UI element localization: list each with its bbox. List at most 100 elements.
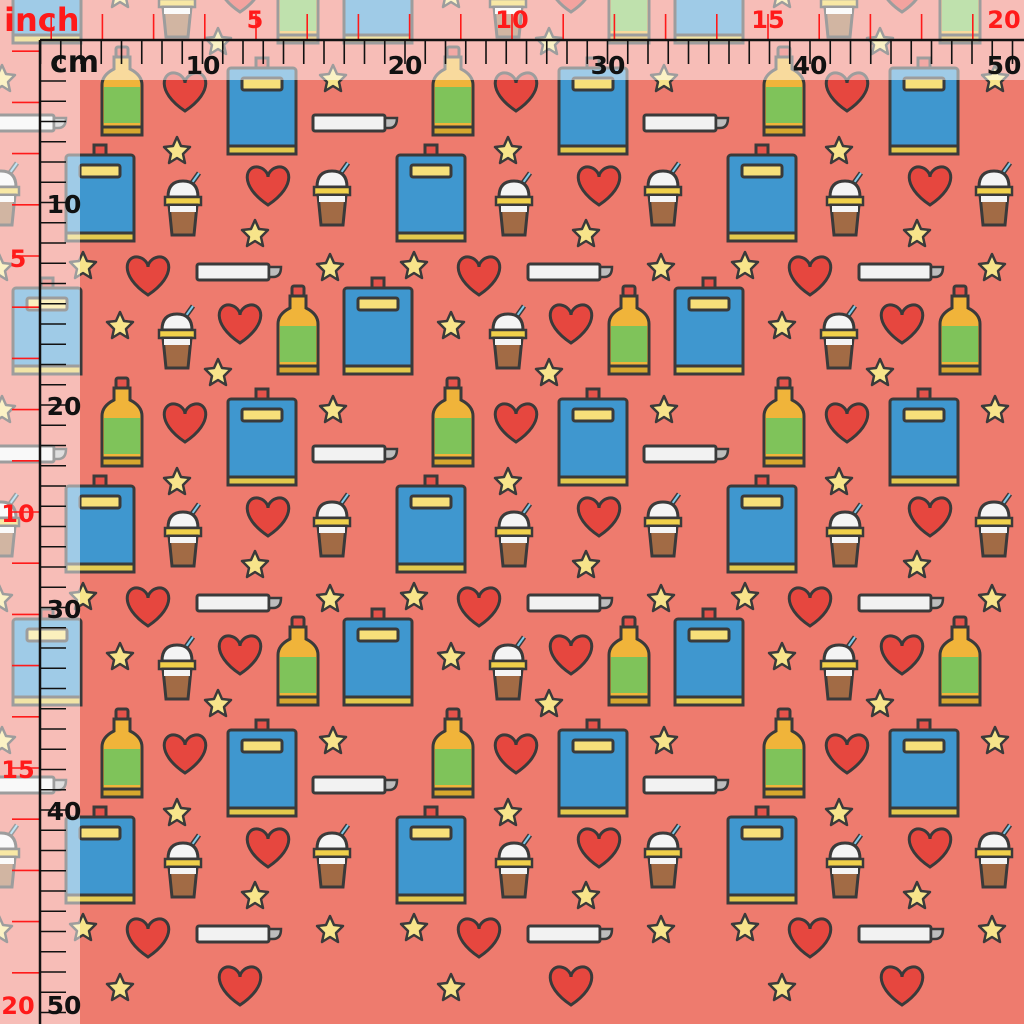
jar-icon <box>64 474 136 574</box>
star-icon <box>162 466 192 496</box>
star-icon <box>318 394 348 424</box>
left-inch-label: 5 <box>10 245 27 273</box>
ice-cream-cup-icon <box>825 833 865 899</box>
star-icon <box>318 725 348 755</box>
jar-icon <box>888 718 960 818</box>
chalk-icon <box>195 593 283 613</box>
star-icon <box>646 583 676 613</box>
star-icon <box>977 914 1007 944</box>
heart-icon <box>125 586 171 628</box>
inch-unit-label: inch <box>4 1 80 39</box>
chalk-icon <box>311 113 399 133</box>
jar-icon <box>342 276 414 376</box>
star-icon <box>767 310 797 340</box>
heart-icon <box>824 733 870 775</box>
star-icon <box>240 549 270 579</box>
bottle-icon <box>431 376 475 468</box>
heart-icon <box>548 634 594 676</box>
star-icon <box>315 583 345 613</box>
chalk-icon <box>195 924 283 944</box>
star-icon <box>399 250 429 280</box>
chalk-icon <box>857 924 945 944</box>
bottle-icon <box>276 284 320 376</box>
star-icon <box>105 972 135 1002</box>
star-icon <box>824 797 854 827</box>
ice-cream-cup-icon <box>819 635 859 701</box>
star-icon <box>730 250 760 280</box>
heart-icon <box>217 965 263 1007</box>
heart-icon <box>824 402 870 444</box>
jar-icon <box>226 387 298 487</box>
star-icon <box>240 218 270 248</box>
left-inch-label: 10 <box>1 500 34 528</box>
chalk-icon <box>526 262 614 282</box>
star-icon <box>649 394 679 424</box>
top-cm-label: 30 <box>591 51 626 80</box>
top-cm-label: 20 <box>388 51 423 80</box>
star-icon <box>902 218 932 248</box>
jar-icon <box>726 143 798 243</box>
top-inch-label: 5 <box>247 6 264 34</box>
ice-cream-cup-icon <box>312 492 352 558</box>
jar-icon <box>726 805 798 905</box>
star-icon <box>980 394 1010 424</box>
top-inch-label: 20 <box>987 6 1020 34</box>
star-icon <box>902 880 932 910</box>
star-icon <box>571 549 601 579</box>
left-cm-label: 30 <box>47 595 82 624</box>
ice-cream-cup-icon <box>974 161 1014 227</box>
star-icon <box>865 357 895 387</box>
heart-icon <box>493 402 539 444</box>
jar-icon <box>395 805 467 905</box>
ice-cream-cup-icon <box>494 833 534 899</box>
star-icon <box>824 466 854 496</box>
ice-cream-cup-icon <box>163 171 203 237</box>
heart-icon <box>217 303 263 345</box>
heart-icon <box>162 733 208 775</box>
ice-cream-cup-icon <box>819 304 859 370</box>
heart-icon <box>217 634 263 676</box>
bottle-icon <box>607 284 651 376</box>
star-icon <box>571 880 601 910</box>
star-icon <box>977 583 1007 613</box>
top-cm-label: 40 <box>793 51 828 80</box>
star-icon <box>315 252 345 282</box>
jar-icon <box>557 387 629 487</box>
heart-icon <box>907 496 953 538</box>
star-icon <box>493 797 523 827</box>
chalk-icon <box>311 775 399 795</box>
top-cm-label: 10 <box>186 51 221 80</box>
star-icon <box>162 797 192 827</box>
heart-icon <box>162 402 208 444</box>
star-icon <box>162 135 192 165</box>
chalk-icon <box>642 444 730 464</box>
star-icon <box>315 914 345 944</box>
ice-cream-cup-icon <box>157 635 197 701</box>
jar-icon <box>342 607 414 707</box>
star-icon <box>902 549 932 579</box>
chalk-icon <box>642 775 730 795</box>
ice-cream-cup-icon <box>825 171 865 237</box>
heart-icon <box>456 255 502 297</box>
ice-cream-cup-icon <box>974 823 1014 889</box>
jar-icon <box>395 474 467 574</box>
left-cm-label: 10 <box>47 190 82 219</box>
star-icon <box>767 972 797 1002</box>
bottle-icon <box>100 707 144 799</box>
jar-icon <box>673 607 745 707</box>
fabric-pattern <box>0 0 1014 1007</box>
heart-icon <box>548 303 594 345</box>
bottle-icon <box>100 376 144 468</box>
heart-icon <box>787 255 833 297</box>
chalk-icon <box>642 113 730 133</box>
heart-icon <box>245 165 291 207</box>
jar-icon <box>226 718 298 818</box>
heart-icon <box>787 586 833 628</box>
jar-icon <box>888 387 960 487</box>
ice-cream-cup-icon <box>163 833 203 899</box>
heart-icon <box>456 917 502 959</box>
bottle-icon <box>938 615 982 707</box>
bottle-icon <box>276 615 320 707</box>
ice-cream-cup-icon <box>643 492 683 558</box>
